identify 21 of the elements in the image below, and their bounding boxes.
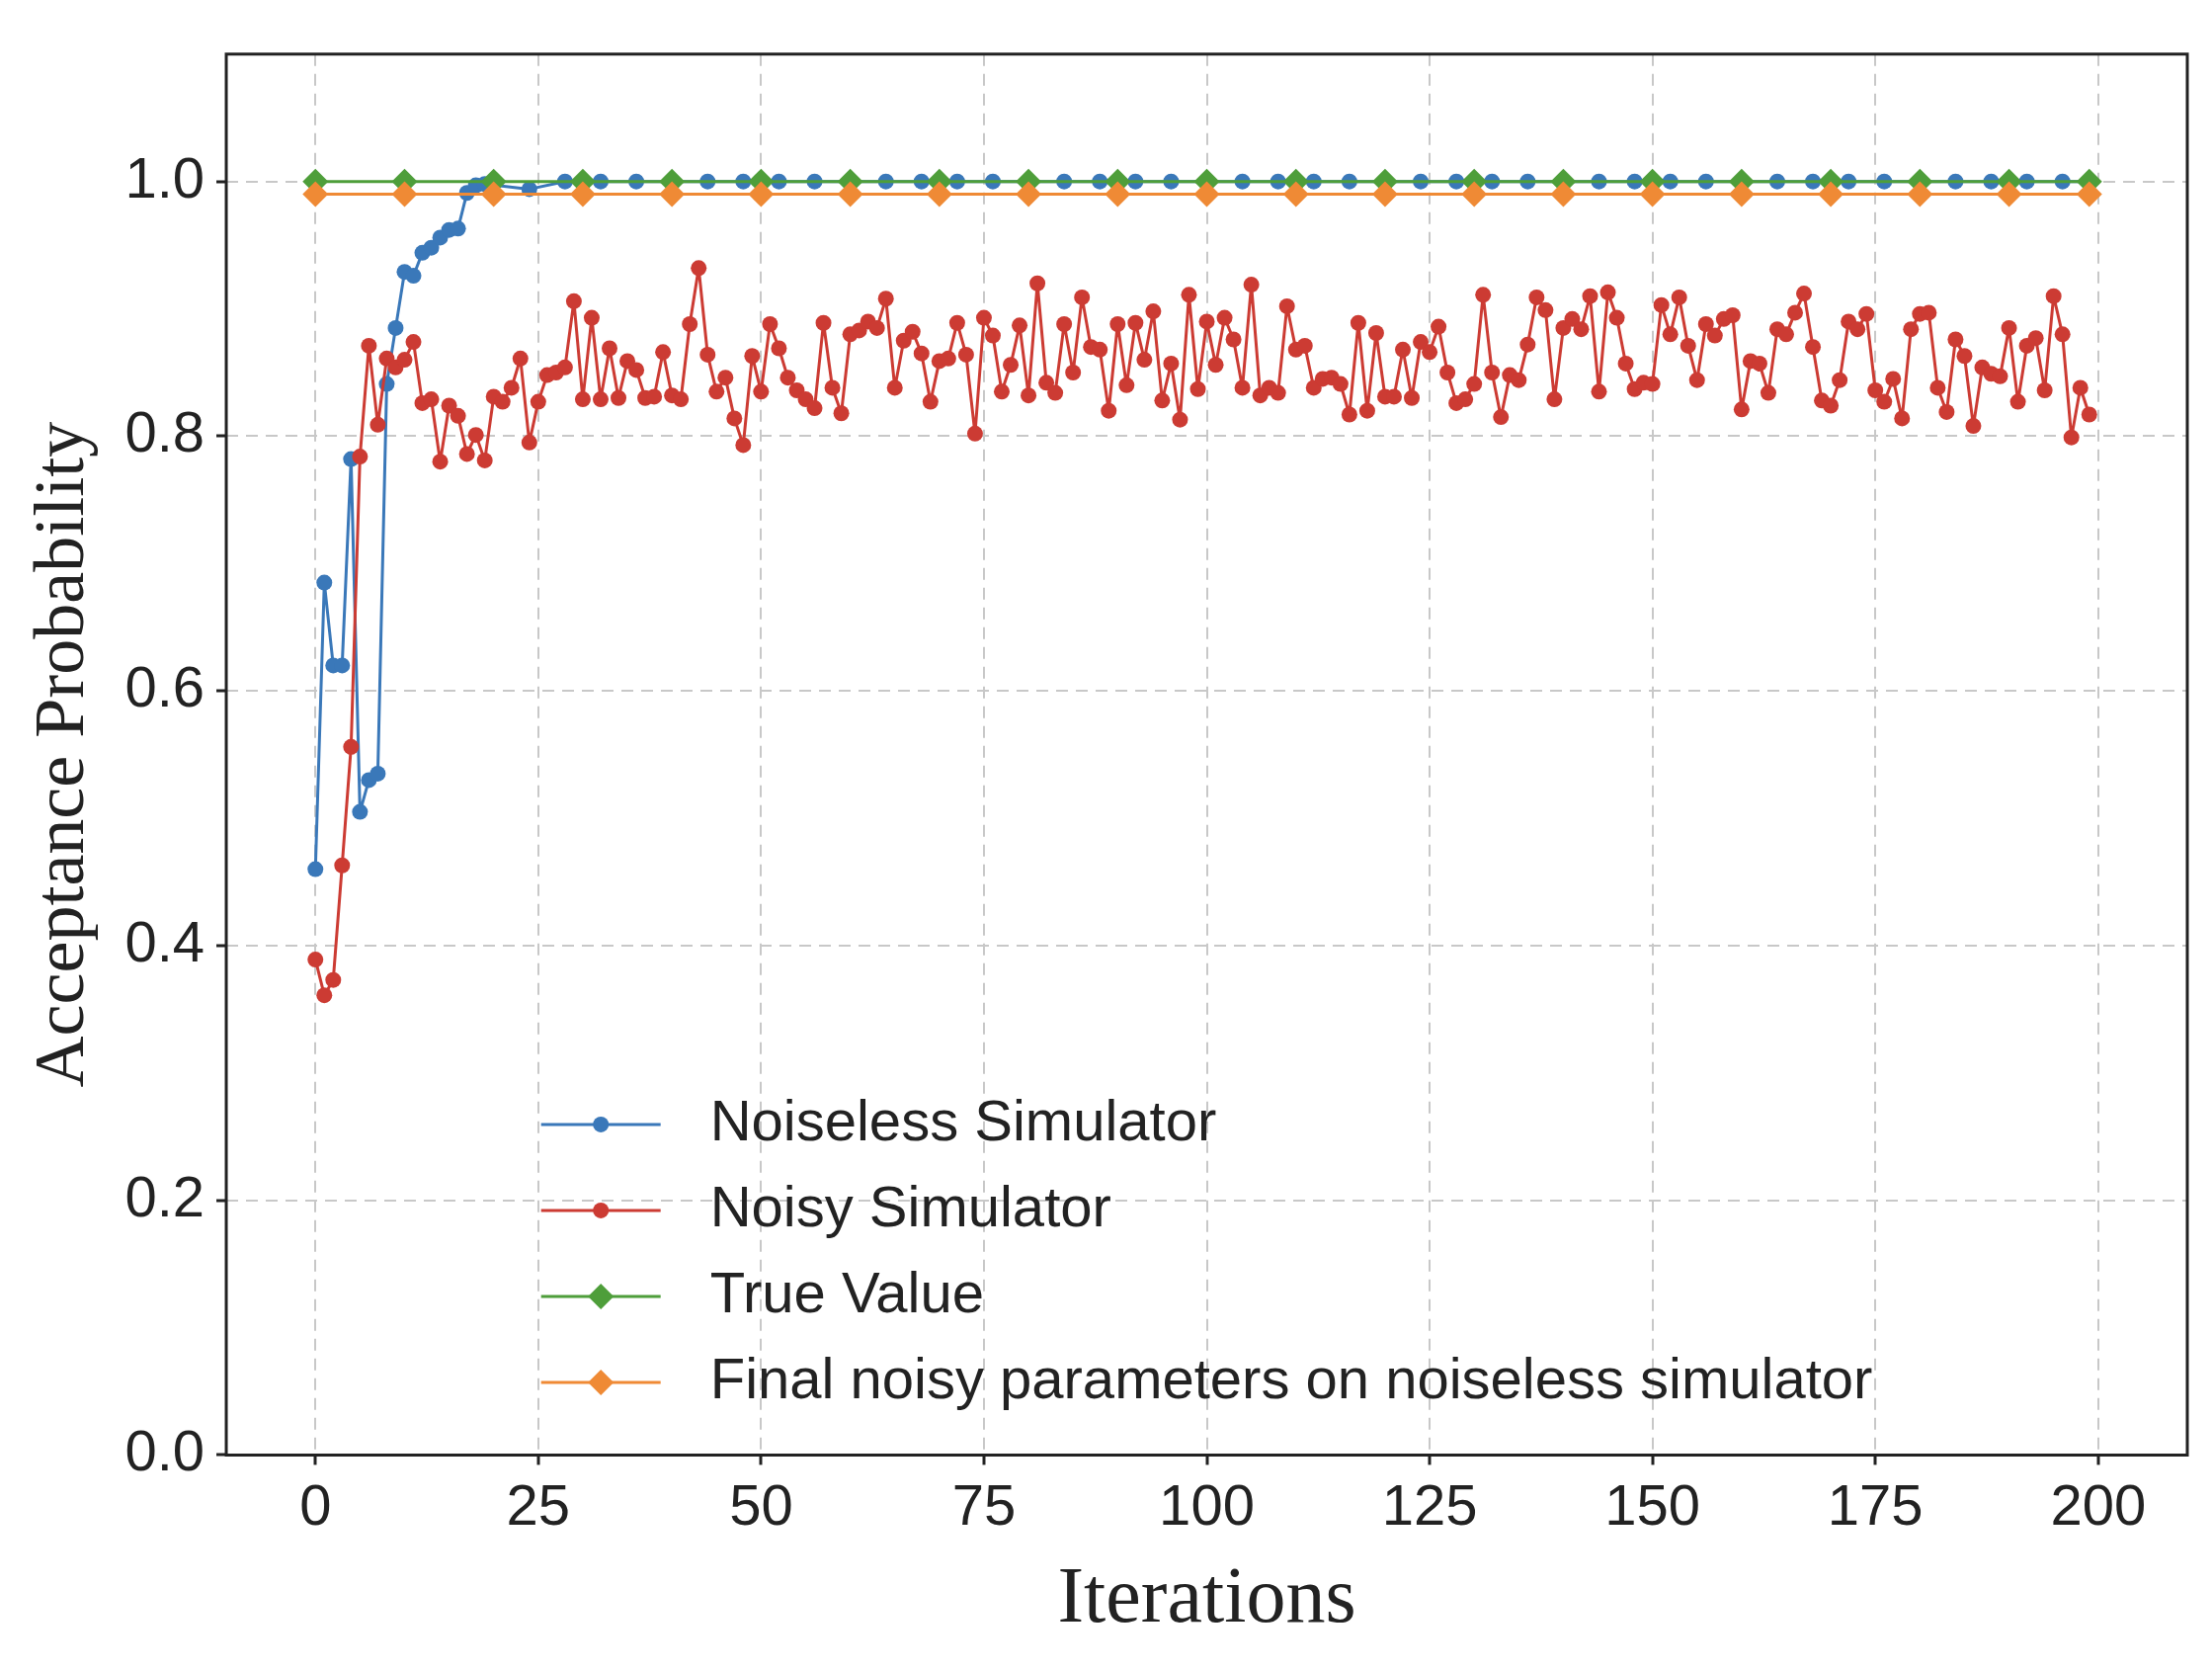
legend-label: Noiseless Simulator — [709, 1087, 1217, 1152]
legend-label: True Value — [709, 1259, 984, 1324]
y-tick-label: 0.0 — [124, 1418, 205, 1483]
x-tick-label: 150 — [1604, 1472, 1701, 1538]
legend-label: Noisy Simulator — [709, 1173, 1111, 1238]
y-tick-label: 0.8 — [124, 399, 205, 464]
x-tick-label: 200 — [2050, 1472, 2147, 1538]
y-tick-label: 0.2 — [124, 1163, 205, 1228]
y-axis-title: Acceptance Probability — [20, 421, 100, 1088]
x-tick-label: 125 — [1381, 1472, 1478, 1538]
x-tick-label: 0 — [299, 1472, 332, 1538]
x-tick-label: 100 — [1159, 1472, 1255, 1538]
x-tick-label: 75 — [951, 1472, 1017, 1538]
legend-label: Final noisy parameters on noiseless simulator — [709, 1345, 1873, 1410]
x-tick-label: 25 — [506, 1472, 571, 1538]
y-tick-label: 1.0 — [124, 144, 205, 209]
y-tick-label: 0.4 — [124, 908, 205, 973]
x-tick-label: 50 — [729, 1472, 793, 1538]
x-axis-title: Iterations — [1057, 1551, 1356, 1639]
x-tick-label: 175 — [1827, 1472, 1924, 1538]
y-tick-label: 0.6 — [124, 654, 205, 719]
